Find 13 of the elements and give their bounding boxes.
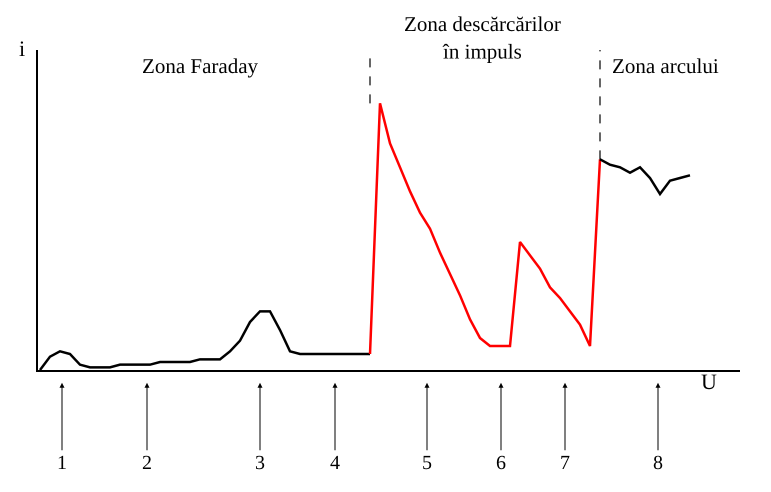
text: 6 xyxy=(496,452,506,474)
text: 1 xyxy=(57,452,67,474)
text: Zona arcului xyxy=(612,54,719,78)
x-axis-title: U xyxy=(701,369,717,394)
text: Zona descărcărilor în impuls xyxy=(404,12,561,64)
text: 4 xyxy=(330,452,340,474)
y-axis-title: i xyxy=(19,36,26,61)
text: 5 xyxy=(422,452,432,474)
text: Zona Faraday xyxy=(142,54,259,78)
text: 8 xyxy=(653,452,663,474)
text: 2 xyxy=(142,452,152,474)
text: 7 xyxy=(560,452,570,474)
text: 3 xyxy=(255,452,265,474)
